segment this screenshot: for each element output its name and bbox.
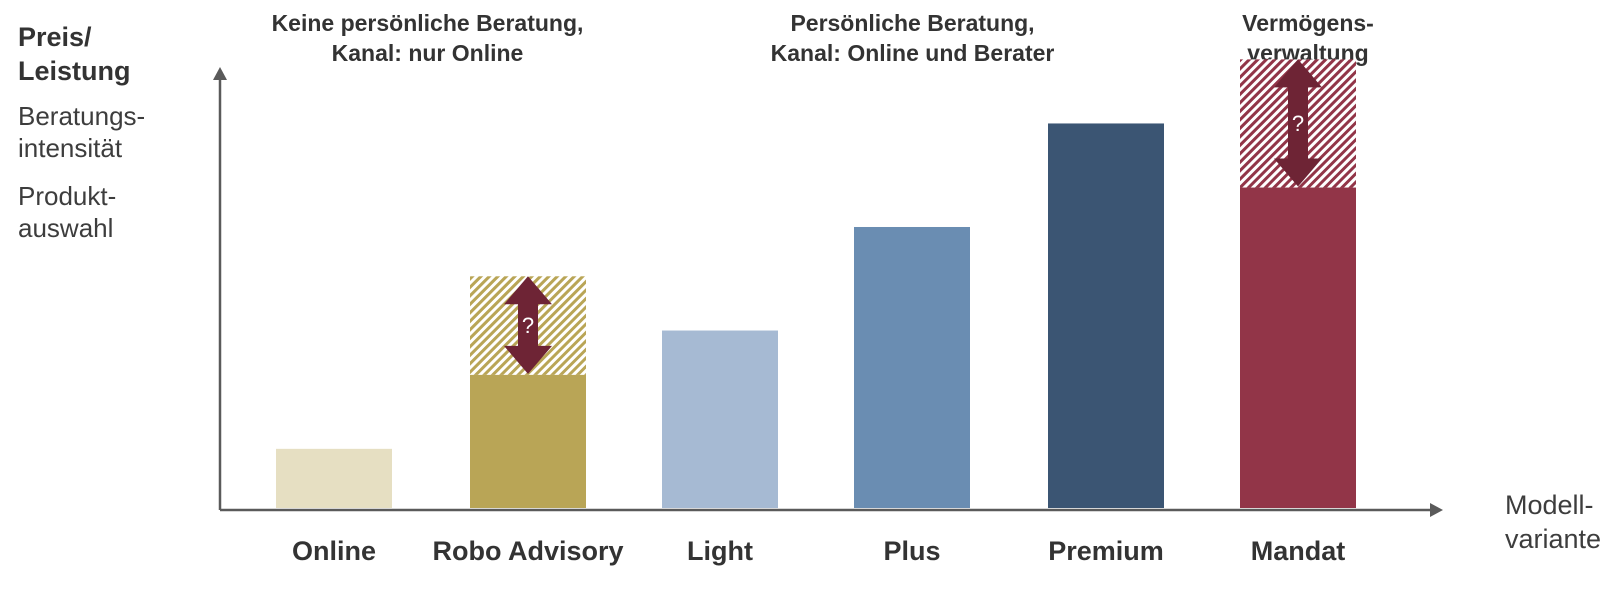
bar-light <box>662 330 778 508</box>
group-label-online-only: Keine persönliche Beratung, Kanal: nur O… <box>250 8 605 68</box>
y-axis-subtitle-beratung-line1: Beratungs- <box>18 101 146 131</box>
bar-plus <box>854 226 970 509</box>
x-tick-label-premium: Premium <box>1048 536 1164 566</box>
bar-premium <box>1048 123 1164 509</box>
y-axis-subtitle-produkt-line1: Produkt- <box>18 181 117 211</box>
y-axis-subtitle-produkt: Produkt- auswahl <box>18 180 116 244</box>
question-mark-label: ? <box>522 313 534 338</box>
y-axis-subtitle-produkt-line2: auswahl <box>18 213 114 243</box>
bar-mandat <box>1240 187 1356 509</box>
y-axis-title-line1: Preis/ <box>18 22 92 52</box>
group-label-vermoegensverwaltung-line1: Vermögens- <box>1242 10 1374 36</box>
group-label-online-only-line1: Keine persönliche Beratung, <box>271 10 584 36</box>
bar-online <box>276 448 392 508</box>
y-axis-arrowhead <box>213 67 227 80</box>
x-tick-label-robo-advisory: Robo Advisory <box>432 536 624 566</box>
bar-robo-advisory <box>470 374 586 508</box>
x-tick-label-plus: Plus <box>883 536 941 566</box>
y-axis-subtitle-beratung: Beratungs- intensität <box>18 100 145 164</box>
double-arrow-icon <box>1274 59 1322 187</box>
double-arrow-icon <box>504 276 552 374</box>
group-label-online-only-line2: Kanal: nur Online <box>331 40 524 66</box>
y-axis-title-line2: Leistung <box>18 56 131 86</box>
y-axis-title: Preis/ Leistung <box>18 20 131 88</box>
x-tick-label-mandat: Mandat <box>1250 536 1346 566</box>
group-label-personal-line1: Persönliche Beratung, <box>790 10 1035 36</box>
x-axis-arrowhead <box>1430 503 1443 517</box>
x-tick-label-light: Light <box>687 536 753 566</box>
x-axis-title-line1: Modell- <box>1505 490 1594 520</box>
x-tick-label-online: Online <box>291 536 376 566</box>
y-axis-subtitle-beratung-line2: intensität <box>18 133 123 163</box>
question-mark-label: ? <box>1292 111 1304 136</box>
group-label-personal-line2: Kanal: Online und Berater <box>770 40 1055 66</box>
group-label-personal: Persönliche Beratung, Kanal: Online und … <box>735 8 1090 68</box>
x-axis-title: Modell- variante <box>1505 488 1601 556</box>
x-axis-title-line2: variante <box>1505 524 1602 554</box>
